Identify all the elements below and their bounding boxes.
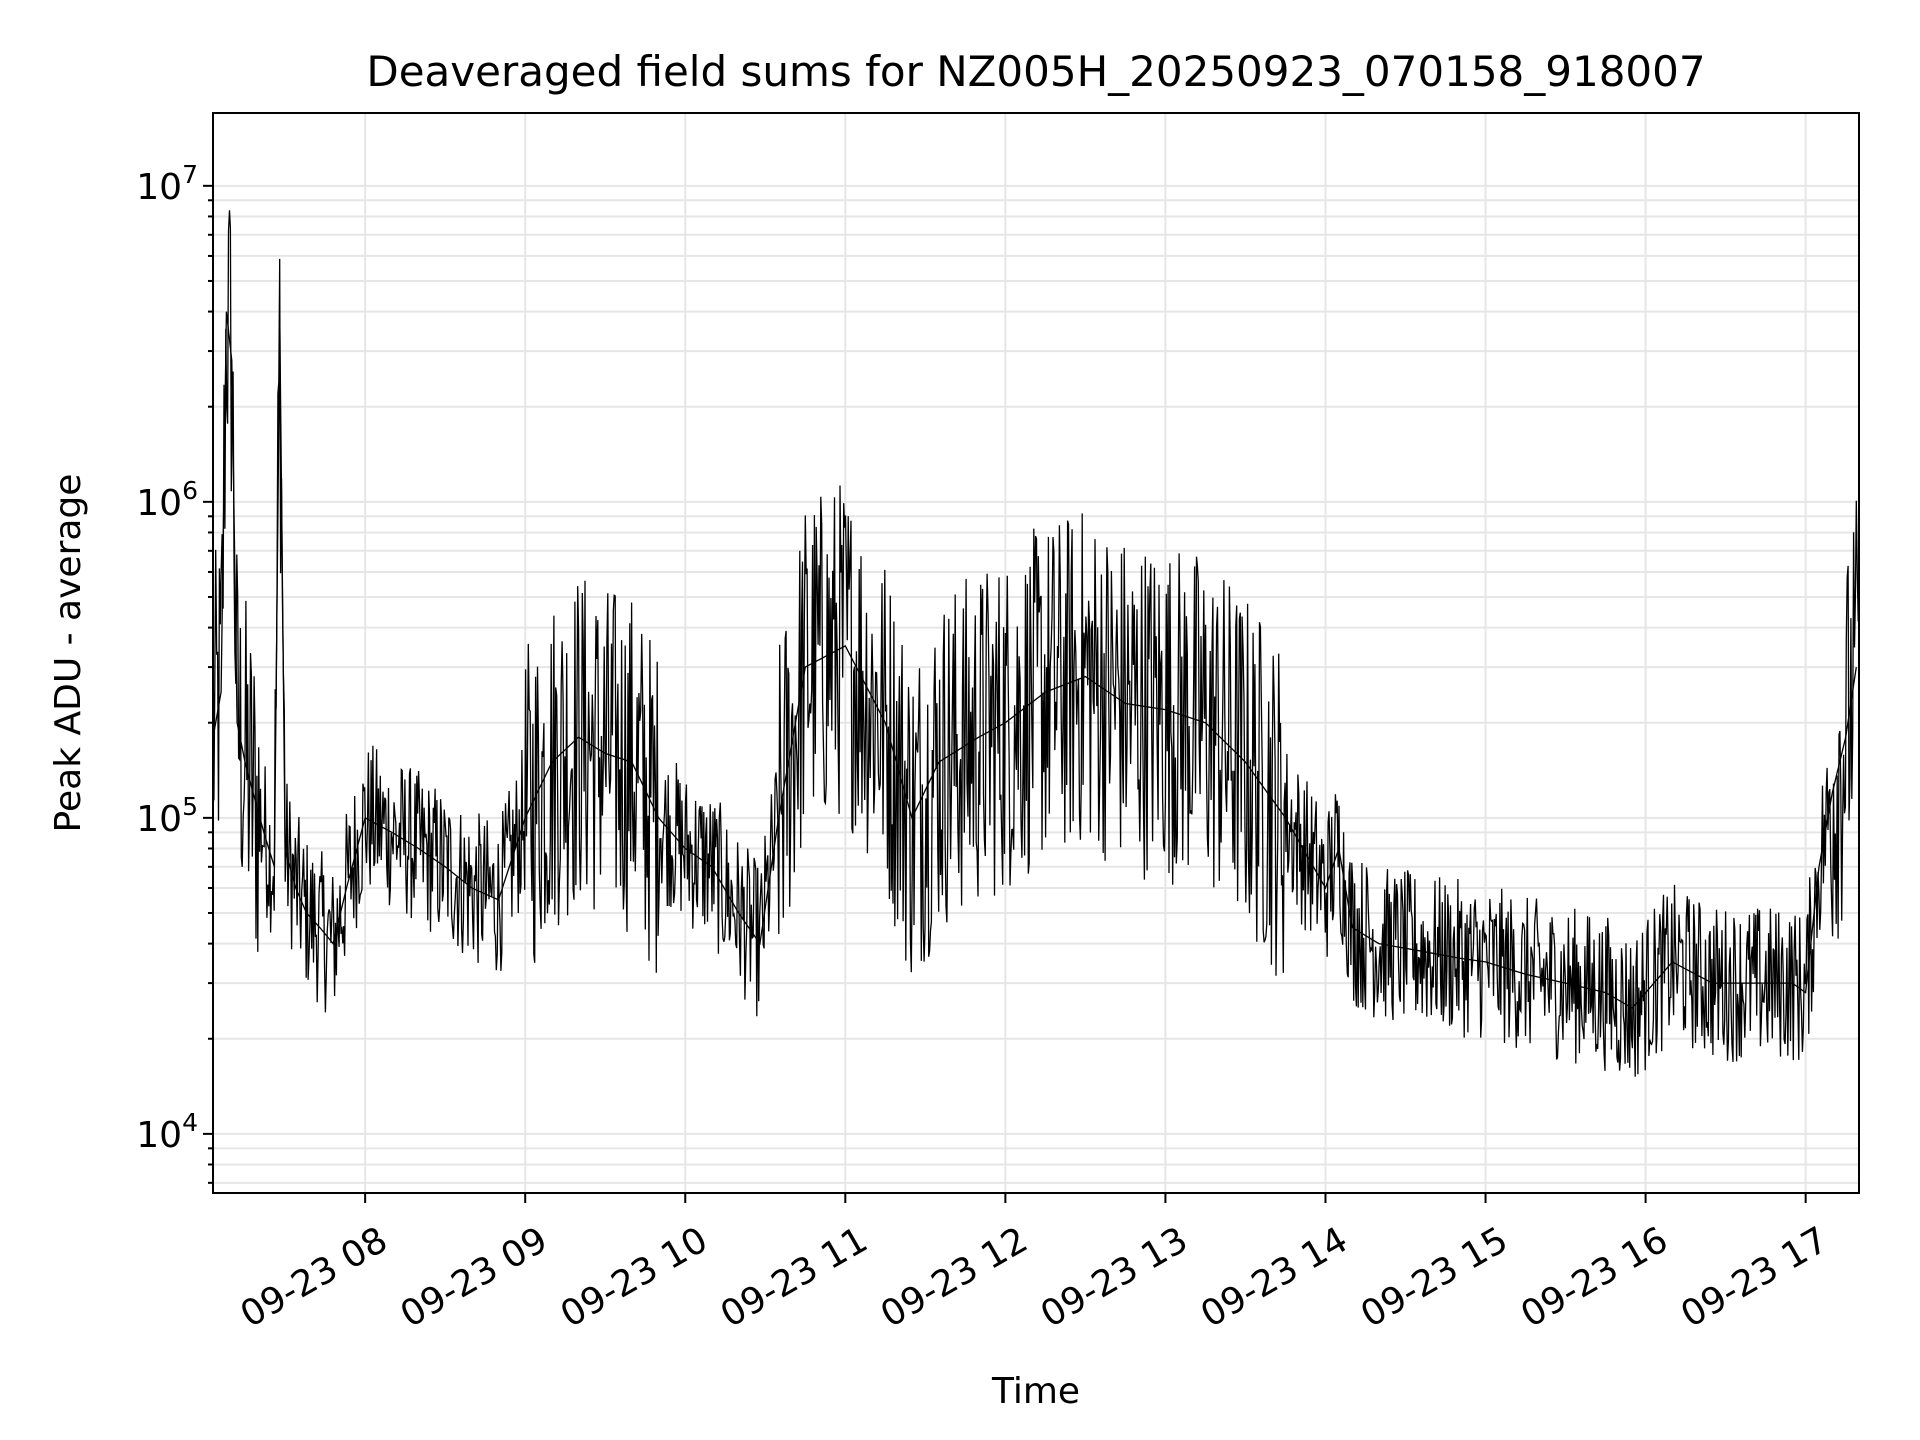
series-line — [213, 210, 1859, 1077]
y-axis: 104 105 106 107 — [136, 160, 213, 1184]
chart-title: Deaveraged field sums for NZ005H_2025092… — [366, 47, 1705, 96]
plot-frame — [212, 112, 1860, 1194]
x-axis-label: Time — [991, 1371, 1080, 1412]
y-tick-label: 107 — [136, 160, 198, 208]
y-tick-label: 105 — [136, 792, 198, 840]
series-line-points — [213, 311, 1857, 1009]
y-tick-label: 104 — [136, 1108, 198, 1156]
y-axis-label: Peak ADU - average — [48, 474, 89, 833]
y-tick-label: 106 — [136, 476, 198, 524]
series-layer — [213, 210, 1859, 1077]
